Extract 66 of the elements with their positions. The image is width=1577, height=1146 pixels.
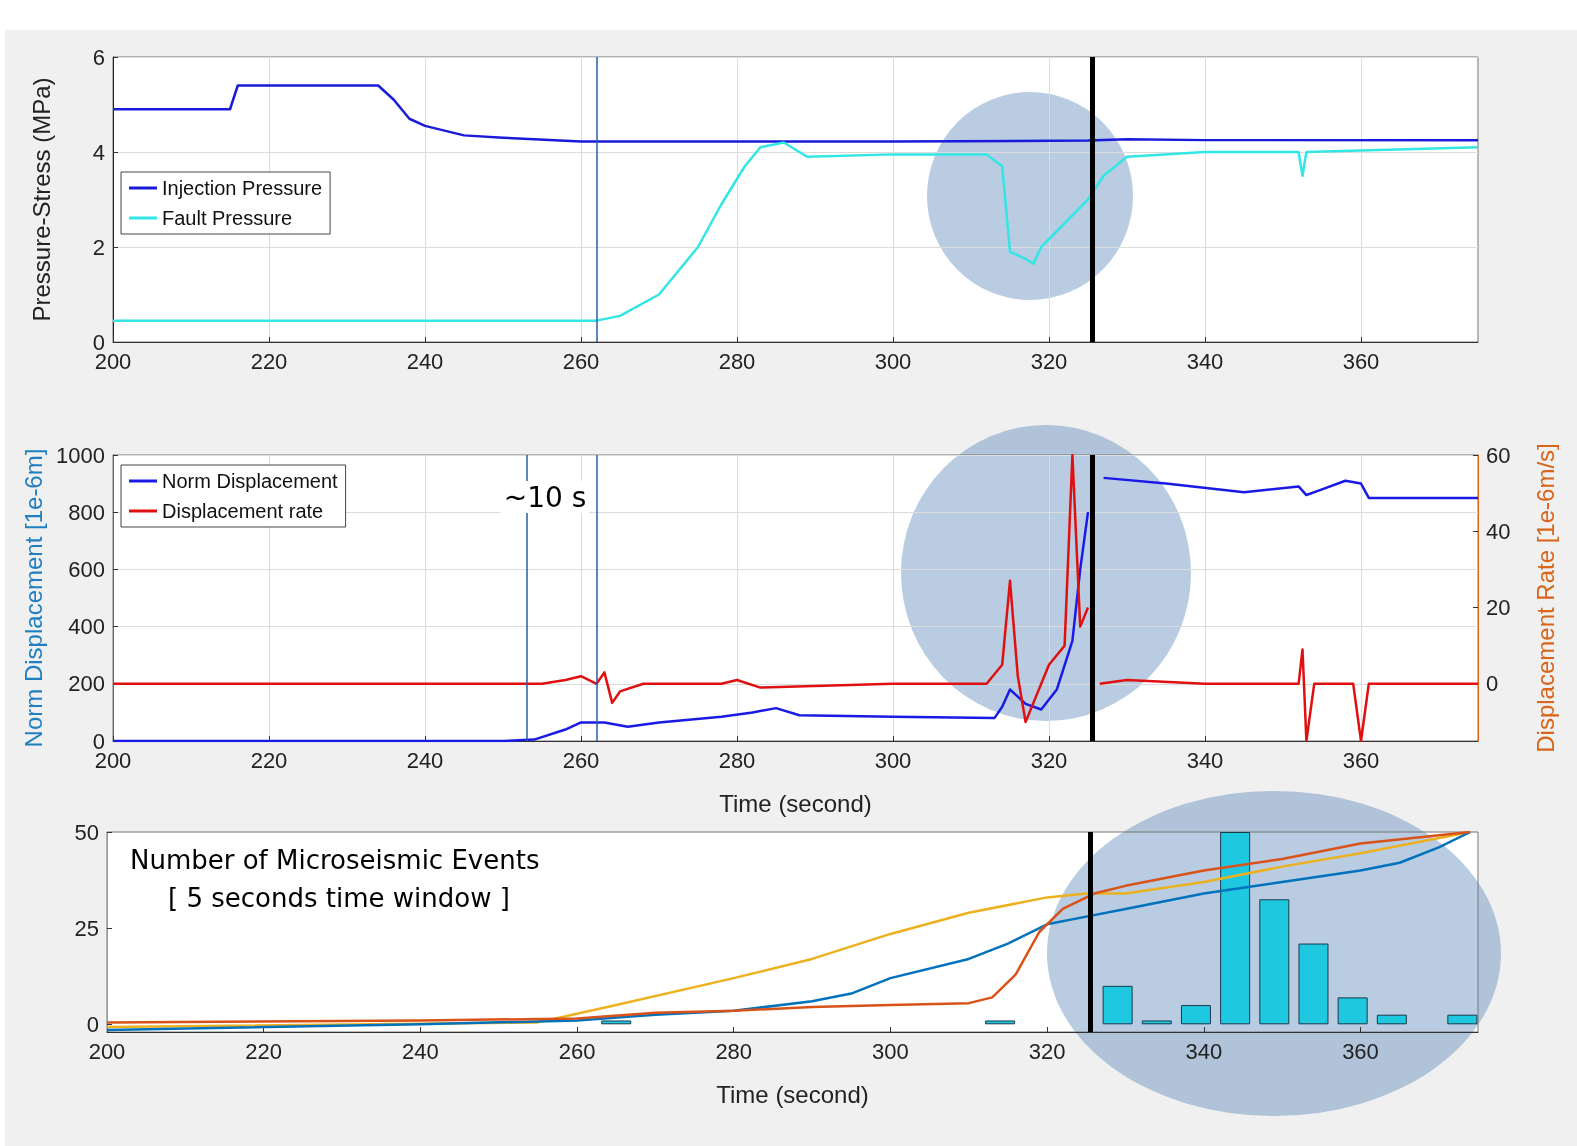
bar	[1376, 1014, 1407, 1025]
y-tick-label: 50	[74, 819, 99, 845]
x-tick-label: 320	[1030, 348, 1068, 374]
x-tick-label: 300	[872, 1038, 909, 1064]
text: [ 5 seconds time window ]	[168, 883, 510, 913]
y2-tick-label: 0	[1486, 671, 1499, 697]
y2-tick-label: 60	[1486, 442, 1511, 468]
y-tick-label: 0	[92, 329, 105, 355]
x-tick-label: 360	[1342, 1038, 1379, 1064]
legend-label: Injection Pressure	[162, 177, 323, 199]
y-tick-label: 0	[92, 728, 105, 754]
bar	[1447, 1014, 1478, 1025]
y2-tick-label: 20	[1486, 595, 1511, 621]
bar	[1259, 899, 1290, 1025]
bar	[1141, 1020, 1172, 1025]
annotation: ~10 s	[503, 480, 587, 514]
x-tick-label: 340	[1186, 348, 1224, 374]
y-tick-label: 0	[86, 1011, 99, 1037]
y-tick-label: 6	[92, 44, 105, 70]
x-tick-label: 280	[718, 348, 756, 374]
x-tick-label: 260	[562, 747, 600, 773]
bar	[1220, 832, 1251, 1025]
x-tick-label: 360	[1342, 747, 1380, 773]
y-axis-title: Norm Displacement [1e-6m]	[19, 448, 47, 748]
y-tick-label: 400	[68, 614, 105, 640]
y2-tick-label: 40	[1486, 518, 1511, 544]
legend-label: Displacement rate	[162, 500, 324, 522]
line-series	[111, 84, 1480, 143]
y-tick-label: 800	[68, 499, 105, 525]
text: Number of Microseismic Events	[130, 845, 540, 875]
x-tick-label: 360	[1342, 348, 1380, 374]
bar	[1102, 985, 1133, 1025]
y-tick-label: 2	[92, 234, 105, 260]
x-tick-label: 220	[250, 747, 288, 773]
y-tick-label: 4	[92, 139, 105, 165]
line-series	[111, 141, 1480, 322]
x-tick-label: 300	[874, 348, 912, 374]
x-tick-label: 240	[406, 348, 444, 374]
x-tick-label: 280	[718, 747, 756, 773]
x-tick-label: 320	[1028, 1038, 1066, 1064]
bar	[1180, 1005, 1211, 1025]
x-tick-label: 280	[715, 1038, 753, 1064]
y-tick-label: 1000	[56, 442, 105, 468]
bar	[1337, 997, 1368, 1025]
bar	[985, 1020, 1016, 1025]
x-tick-label: 320	[1030, 747, 1068, 773]
x-tick-label: 260	[562, 348, 600, 374]
y2-axis-title: Displacement Rate [1e-6m/s]	[1531, 443, 1559, 753]
y-axis-title: Pressure-Stress (MPa)	[27, 77, 55, 322]
x-tick-label: 220	[245, 1038, 283, 1064]
y-tick-label: 25	[74, 915, 99, 941]
x-tick-label: 300	[874, 747, 912, 773]
x-axis-title: Time (second)	[716, 1080, 869, 1108]
legend-label: Norm Displacement	[162, 470, 339, 492]
bar	[601, 1020, 632, 1025]
x-tick-label: 240	[402, 1038, 439, 1064]
legend-label: Fault Pressure	[162, 207, 293, 229]
x-tick-label: 340	[1185, 1038, 1223, 1064]
bar	[1298, 943, 1329, 1025]
y-tick-label: 200	[68, 671, 105, 697]
x-tick-label: 240	[406, 747, 444, 773]
x-axis-title: Time (second)	[719, 789, 872, 817]
x-tick-label: 340	[1186, 747, 1224, 773]
x-tick-label: 260	[558, 1038, 596, 1064]
x-tick-label: 220	[250, 348, 288, 374]
y-tick-label: 600	[68, 556, 105, 582]
